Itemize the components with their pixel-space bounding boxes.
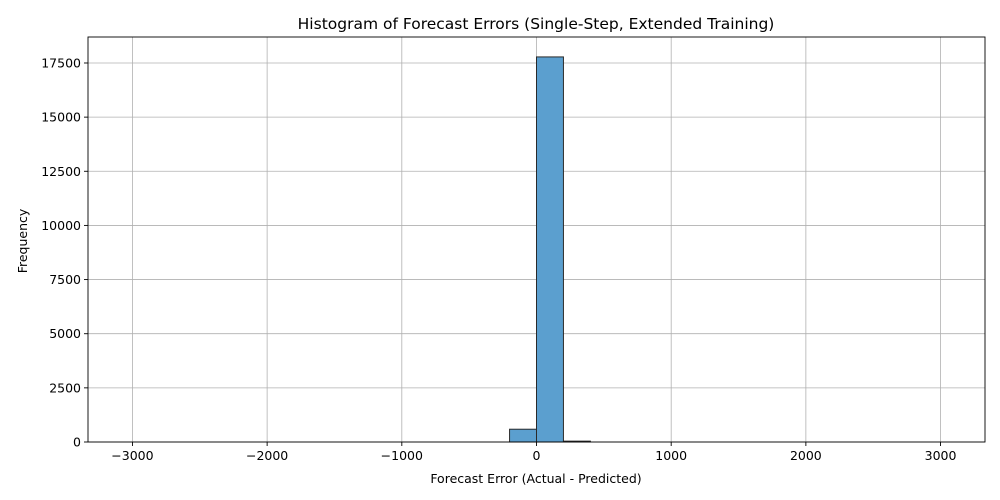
x-tick-label: 0 [533, 448, 541, 463]
y-tick-label: 15000 [41, 110, 81, 125]
x-tick-label: −3000 [111, 448, 153, 463]
x-tick-label: −2000 [246, 448, 288, 463]
y-tick-label: 17500 [41, 55, 81, 70]
y-tick-label: 7500 [49, 272, 81, 287]
histogram-bar [509, 428, 537, 443]
y-tick-label: 2500 [49, 380, 81, 395]
x-tick-label: 3000 [925, 448, 957, 463]
x-tick-label: 1000 [655, 448, 687, 463]
y-axis-label: Frequency [15, 208, 30, 273]
x-axis-label: Forecast Error (Actual - Predicted) [430, 471, 641, 486]
y-tick-label: 5000 [49, 326, 81, 341]
y-tick-label: 0 [73, 435, 81, 450]
x-tick-label: 2000 [790, 448, 822, 463]
chart-title: Histogram of Forecast Errors (Single-Ste… [298, 15, 775, 33]
bars-layer [509, 56, 591, 443]
y-tick-label: 12500 [41, 164, 81, 179]
y-tick-label: 10000 [41, 218, 81, 233]
axes-layer: −3000 −2000 −1000 0 1000 2000 3000 0 2500 5000 750… [41, 36, 986, 463]
histogram-bar [536, 56, 564, 443]
x-tick-label: −1000 [381, 448, 423, 463]
